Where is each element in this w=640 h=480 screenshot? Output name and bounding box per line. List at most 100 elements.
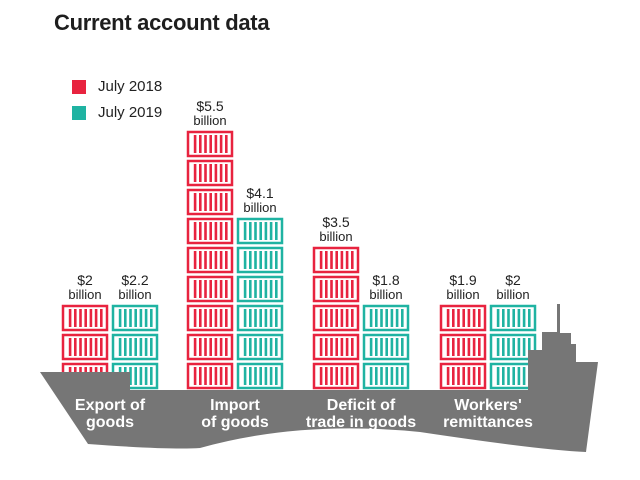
container-rib [375, 367, 378, 385]
container-rib [134, 309, 137, 327]
container-rib [243, 309, 247, 327]
legend-item-2019: July 2019 [72, 104, 162, 121]
container-rib [472, 338, 476, 356]
value-unit-label: billion [118, 287, 151, 302]
container-rib [225, 251, 228, 269]
container-rib [209, 222, 212, 240]
container-rib [243, 338, 247, 356]
container-rib [385, 309, 388, 327]
legend-label-2018: July 2018 [98, 78, 163, 95]
container-rib [335, 309, 338, 327]
container-rib [144, 367, 148, 385]
container-rib [219, 193, 223, 211]
container-rib [335, 338, 338, 356]
container-rib [214, 164, 218, 182]
container-rib [243, 222, 247, 240]
container-rib [79, 338, 82, 356]
container-rib [204, 193, 207, 211]
container-rib [319, 280, 323, 298]
container-rib [502, 309, 505, 327]
container-rib [275, 251, 278, 269]
container-rib [340, 367, 344, 385]
value-label: $2 [77, 272, 93, 288]
container-rib [345, 309, 349, 327]
container-rib [517, 309, 521, 327]
container-rib [254, 338, 257, 356]
container-rib [199, 164, 202, 182]
container-rib [478, 338, 481, 356]
container-rib [275, 367, 278, 385]
container-rib [150, 338, 153, 356]
container-rib [214, 280, 218, 298]
container-rib [124, 338, 127, 356]
container-rib [225, 309, 228, 327]
container-rib [457, 309, 460, 327]
container-rib [209, 164, 212, 182]
container-rib [259, 222, 262, 240]
bar-workers-remittances-july-2019 [489, 304, 537, 390]
container-rib [219, 164, 223, 182]
container-rib [269, 367, 273, 385]
container-rib [209, 309, 212, 327]
container-rib [345, 338, 349, 356]
container-rib [79, 309, 82, 327]
container-rib [446, 367, 450, 385]
container-rib [254, 309, 257, 327]
value-unit-label: billion [369, 287, 402, 302]
category-label: goods [86, 414, 134, 431]
container-rib [259, 338, 262, 356]
container-rib [219, 222, 223, 240]
container-rib [395, 367, 399, 385]
container-rib [193, 367, 197, 385]
container-rib [259, 367, 262, 385]
container-rib [385, 338, 388, 356]
container-rib [369, 309, 373, 327]
value-unit-label: billion [243, 200, 276, 215]
container-rib [467, 367, 471, 385]
container-rib [209, 338, 212, 356]
container-rib [351, 367, 354, 385]
container-rib [340, 280, 344, 298]
container-rib [375, 338, 378, 356]
container-rib [457, 367, 460, 385]
container-rib [395, 338, 399, 356]
category-label: Export of [75, 397, 146, 414]
container-rib [264, 338, 268, 356]
category-label: Import [210, 397, 260, 414]
container-rib [512, 367, 515, 385]
legend-item-2018: July 2018 [72, 78, 162, 95]
container-rib [330, 251, 333, 269]
container-rib [380, 309, 383, 327]
container-rib [446, 338, 450, 356]
container-rib [517, 338, 521, 356]
container-rib [219, 338, 223, 356]
container-rib [325, 309, 328, 327]
container-rib [129, 309, 132, 327]
value-label: $1.9 [449, 272, 476, 288]
value-unit-label: billion [446, 287, 479, 302]
container-rib [319, 251, 323, 269]
container-rib [264, 367, 268, 385]
container-rib [254, 251, 257, 269]
container-rib [345, 280, 349, 298]
container-rib [204, 280, 207, 298]
container-rib [84, 309, 87, 327]
category-label: of goods [201, 414, 269, 431]
container-rib [528, 309, 531, 327]
container-rib [269, 251, 273, 269]
bar-import-of-goods-july-2018 [186, 130, 234, 390]
container-rib [522, 338, 526, 356]
container-rib [507, 367, 510, 385]
container-rib [118, 309, 122, 327]
container-rib [264, 280, 268, 298]
container-rib [100, 309, 103, 327]
container-rib [249, 222, 252, 240]
container-rib [528, 338, 531, 356]
container-rib [204, 251, 207, 269]
container-rib [204, 164, 207, 182]
container-rib [139, 309, 143, 327]
bar-import-of-goods-july-2019 [236, 217, 284, 390]
container-rib [269, 222, 273, 240]
category-label: Workers' [454, 397, 522, 414]
value-label: $4.1 [246, 185, 273, 201]
